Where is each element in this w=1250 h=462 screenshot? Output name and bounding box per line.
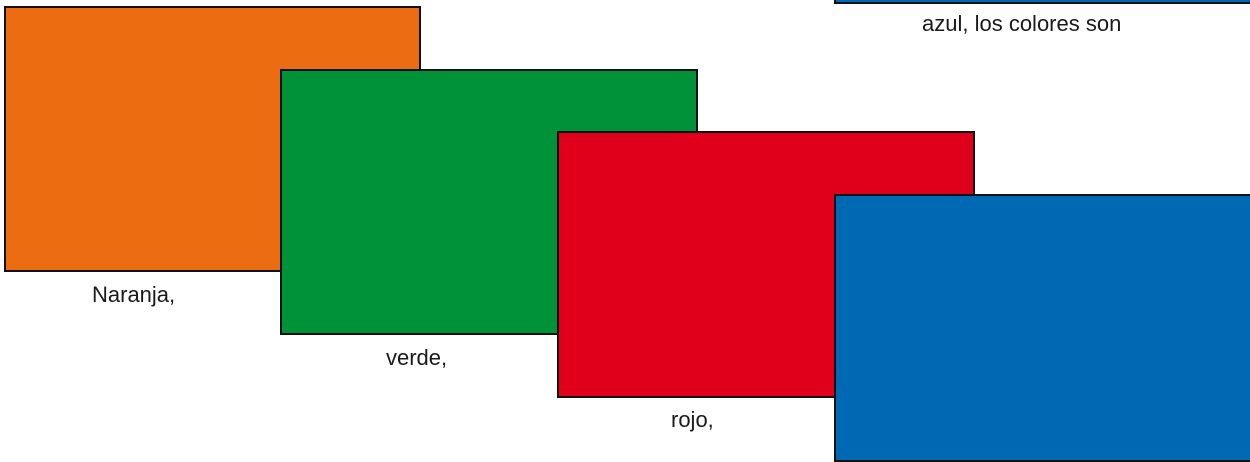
blue-card xyxy=(834,194,1250,462)
label-verde: verde, xyxy=(386,345,448,370)
label-azul-los-colores-son: azul, los colores son xyxy=(922,11,1122,36)
label-rojo: rojo, xyxy=(671,407,714,432)
label-naranja: Naranja, xyxy=(92,282,176,307)
blue-card-top-partial xyxy=(834,0,1250,4)
